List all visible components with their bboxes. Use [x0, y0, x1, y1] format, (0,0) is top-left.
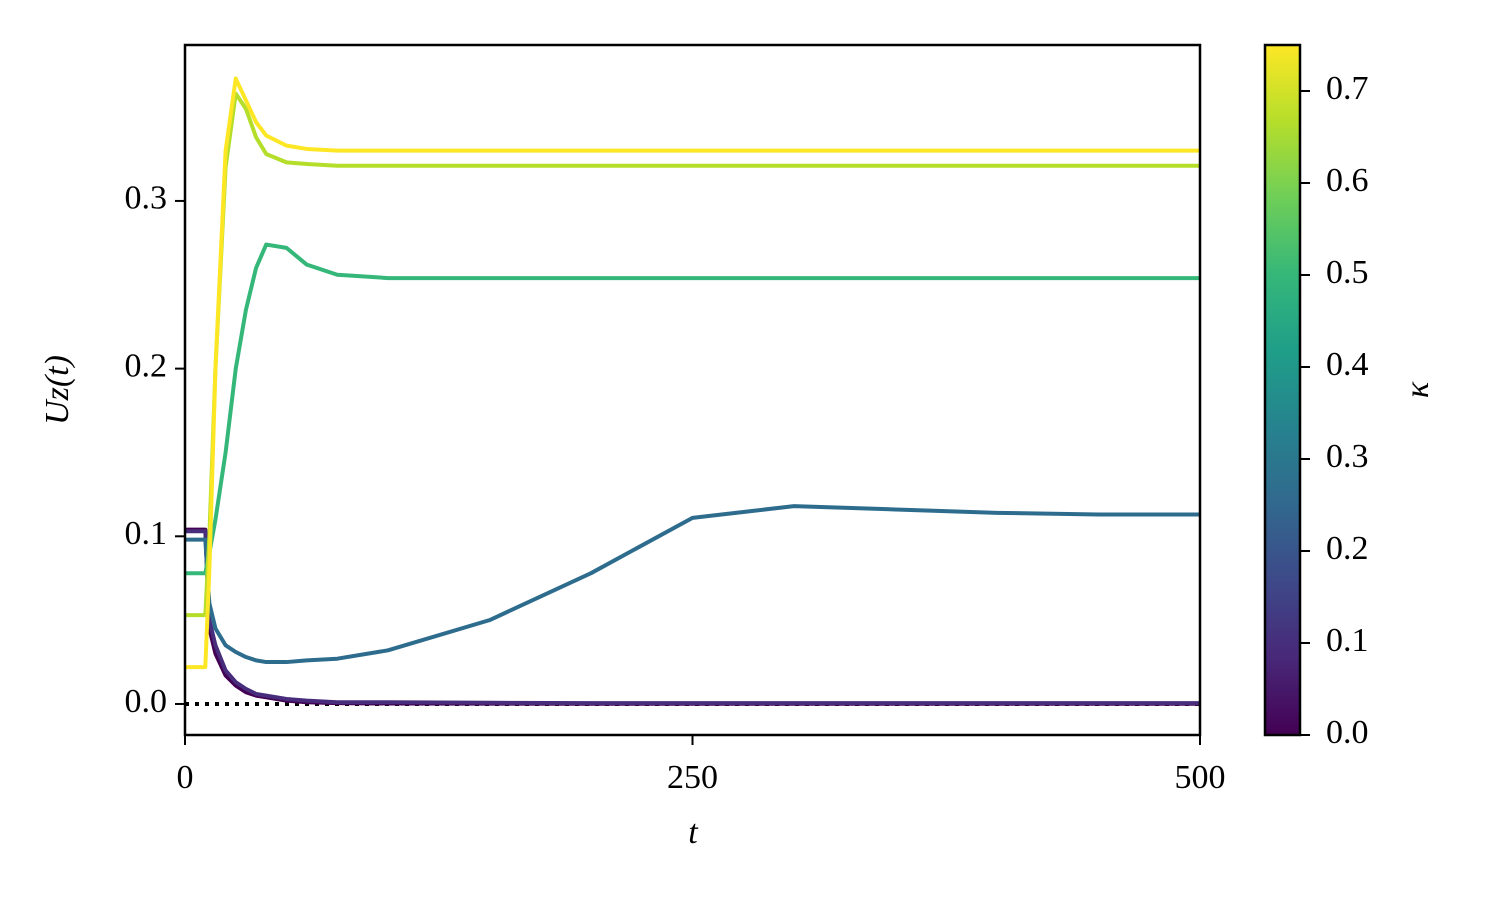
- y-tick-label: 0.1: [125, 515, 168, 552]
- colorbar-tick-label: 0.0: [1326, 714, 1369, 751]
- x-tick-label: 0: [177, 759, 194, 796]
- series-line: [185, 527, 1200, 706]
- colorbar-tick-label: 0.5: [1326, 254, 1369, 291]
- plot-lines: [185, 76, 1200, 706]
- y-tick-label: 0.3: [125, 180, 168, 217]
- series-line: [185, 529, 1200, 706]
- series-line: [185, 242, 1200, 576]
- colorbar-tick-label: 0.1: [1326, 622, 1369, 659]
- x-tick-label: 250: [667, 759, 718, 796]
- y-tick-label: 0.2: [125, 347, 168, 384]
- x-tick-label: 500: [1175, 759, 1226, 796]
- colorbar-tick-label: 0.4: [1326, 346, 1369, 383]
- colorbar-tick-label: 0.7: [1326, 70, 1369, 107]
- colorbar-tick-label: 0.6: [1326, 162, 1369, 199]
- colorbar-label: κ: [1399, 381, 1436, 398]
- colorbar-tick-label: 0.2: [1326, 530, 1369, 567]
- y-tick-label: 0.0: [125, 683, 168, 720]
- plot-frame: [183, 43, 1202, 737]
- series-line: [185, 504, 1200, 665]
- colorbar: [1263, 43, 1302, 737]
- series-line: [185, 76, 1200, 670]
- x-axis-label: t: [688, 814, 699, 851]
- series-line: [185, 91, 1200, 618]
- y-axis-label: Uz(t): [39, 355, 76, 425]
- colorbar-tick-label: 0.3: [1326, 438, 1369, 475]
